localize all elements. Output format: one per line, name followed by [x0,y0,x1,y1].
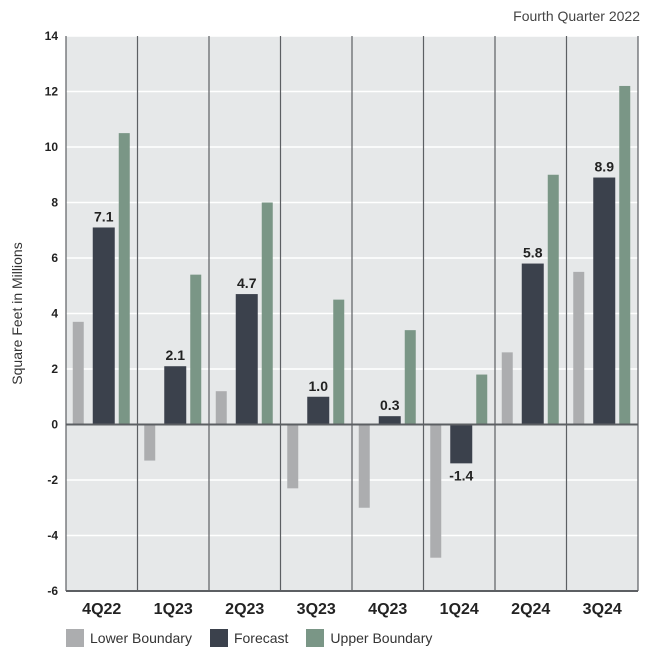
bar-upper-boundary [190,274,202,425]
bar-chart: 14 12 10 8 6 4 2 0 -2 -4 -6 4Q22 1Q23 2Q23 3Q23 4Q23 1Q… [9,29,639,618]
data-label: 5.8 [523,245,543,261]
bar-lower-boundary [72,321,84,425]
legend-item-upper: Upper Boundary [306,629,432,647]
legend-label-lower: Lower Boundary [90,630,192,646]
bar-lower-boundary [215,391,227,425]
bar-forecast [92,227,115,425]
x-tick-label: 3Q24 [583,601,622,618]
y-tick-label: 8 [51,196,58,210]
legend-swatch-lower [66,629,84,647]
bar-lower-boundary [573,271,585,425]
data-label: 1.0 [309,378,329,394]
bar-forecast [307,396,330,425]
chart-subtitle: Fourth Quarter 2022 [513,8,640,24]
y-tick-label: -2 [47,473,58,487]
bar-upper-boundary [261,202,273,425]
y-axis-label: Square Feet in Millions [9,242,25,384]
data-label: 8.9 [595,159,615,175]
data-label: 2.1 [166,347,186,363]
bar-forecast [164,366,187,425]
bar-upper-boundary [118,133,130,425]
bars [72,85,631,558]
bar-upper-boundary [476,374,488,425]
bar-forecast [450,424,473,464]
category-dividers [65,36,639,591]
data-label: 7.1 [94,208,114,224]
data-labels: 7.1 2.1 4.7 1.0 0.3 -1.4 5.8 8.9 [94,159,614,484]
y-tick-label: 10 [45,140,59,154]
x-tick-label: 1Q23 [154,601,193,618]
y-tick-label: -6 [47,584,58,598]
x-tick-labels: 4Q22 1Q23 2Q23 3Q23 4Q23 1Q24 2Q24 3Q24 [82,601,622,618]
x-tick-label: 1Q24 [440,601,479,618]
bar-forecast [521,263,544,425]
bar-upper-boundary [333,299,345,425]
bar-lower-boundary [358,424,370,508]
y-tick-label: 12 [45,85,59,99]
data-label: -1.4 [449,467,473,483]
bar-lower-boundary [501,352,513,425]
y-tick-label: 14 [45,29,59,43]
bar-upper-boundary [619,85,631,425]
legend-swatch-forecast [209,629,228,647]
x-tick-label: 2Q24 [511,601,550,618]
y-tick-labels: 14 12 10 8 6 4 2 0 -2 -4 -6 [45,29,59,598]
bar-forecast [235,294,258,425]
bar-forecast [593,177,616,425]
bar-lower-boundary [144,424,156,461]
y-tick-label: -4 [47,529,58,543]
legend-item-lower: Lower Boundary [66,629,192,647]
legend-item-forecast: Forecast [209,629,289,647]
legend: Lower Boundary Forecast Upper Boundary [66,629,432,647]
x-tick-label: 4Q22 [82,601,121,618]
bar-lower-boundary [430,424,442,558]
zero-line-group [66,423,638,592]
x-tick-label: 2Q23 [225,601,264,618]
bar-lower-boundary [287,424,299,489]
x-tick-label: 4Q23 [368,601,407,618]
bar-upper-boundary [404,330,416,425]
x-tick-label: 3Q23 [297,601,336,618]
bar-forecast [378,416,401,425]
y-tick-label: 6 [51,251,58,265]
legend-label-upper: Upper Boundary [330,630,433,646]
y-tick-label: 0 [51,418,58,432]
legend-swatch-upper [306,629,325,647]
legend-label-forecast: Forecast [233,630,289,646]
data-label: 4.7 [237,275,257,291]
bar-upper-boundary [547,174,559,425]
data-label: 0.3 [380,397,400,413]
y-tick-label: 2 [51,362,58,376]
y-tick-label: 4 [51,307,58,321]
